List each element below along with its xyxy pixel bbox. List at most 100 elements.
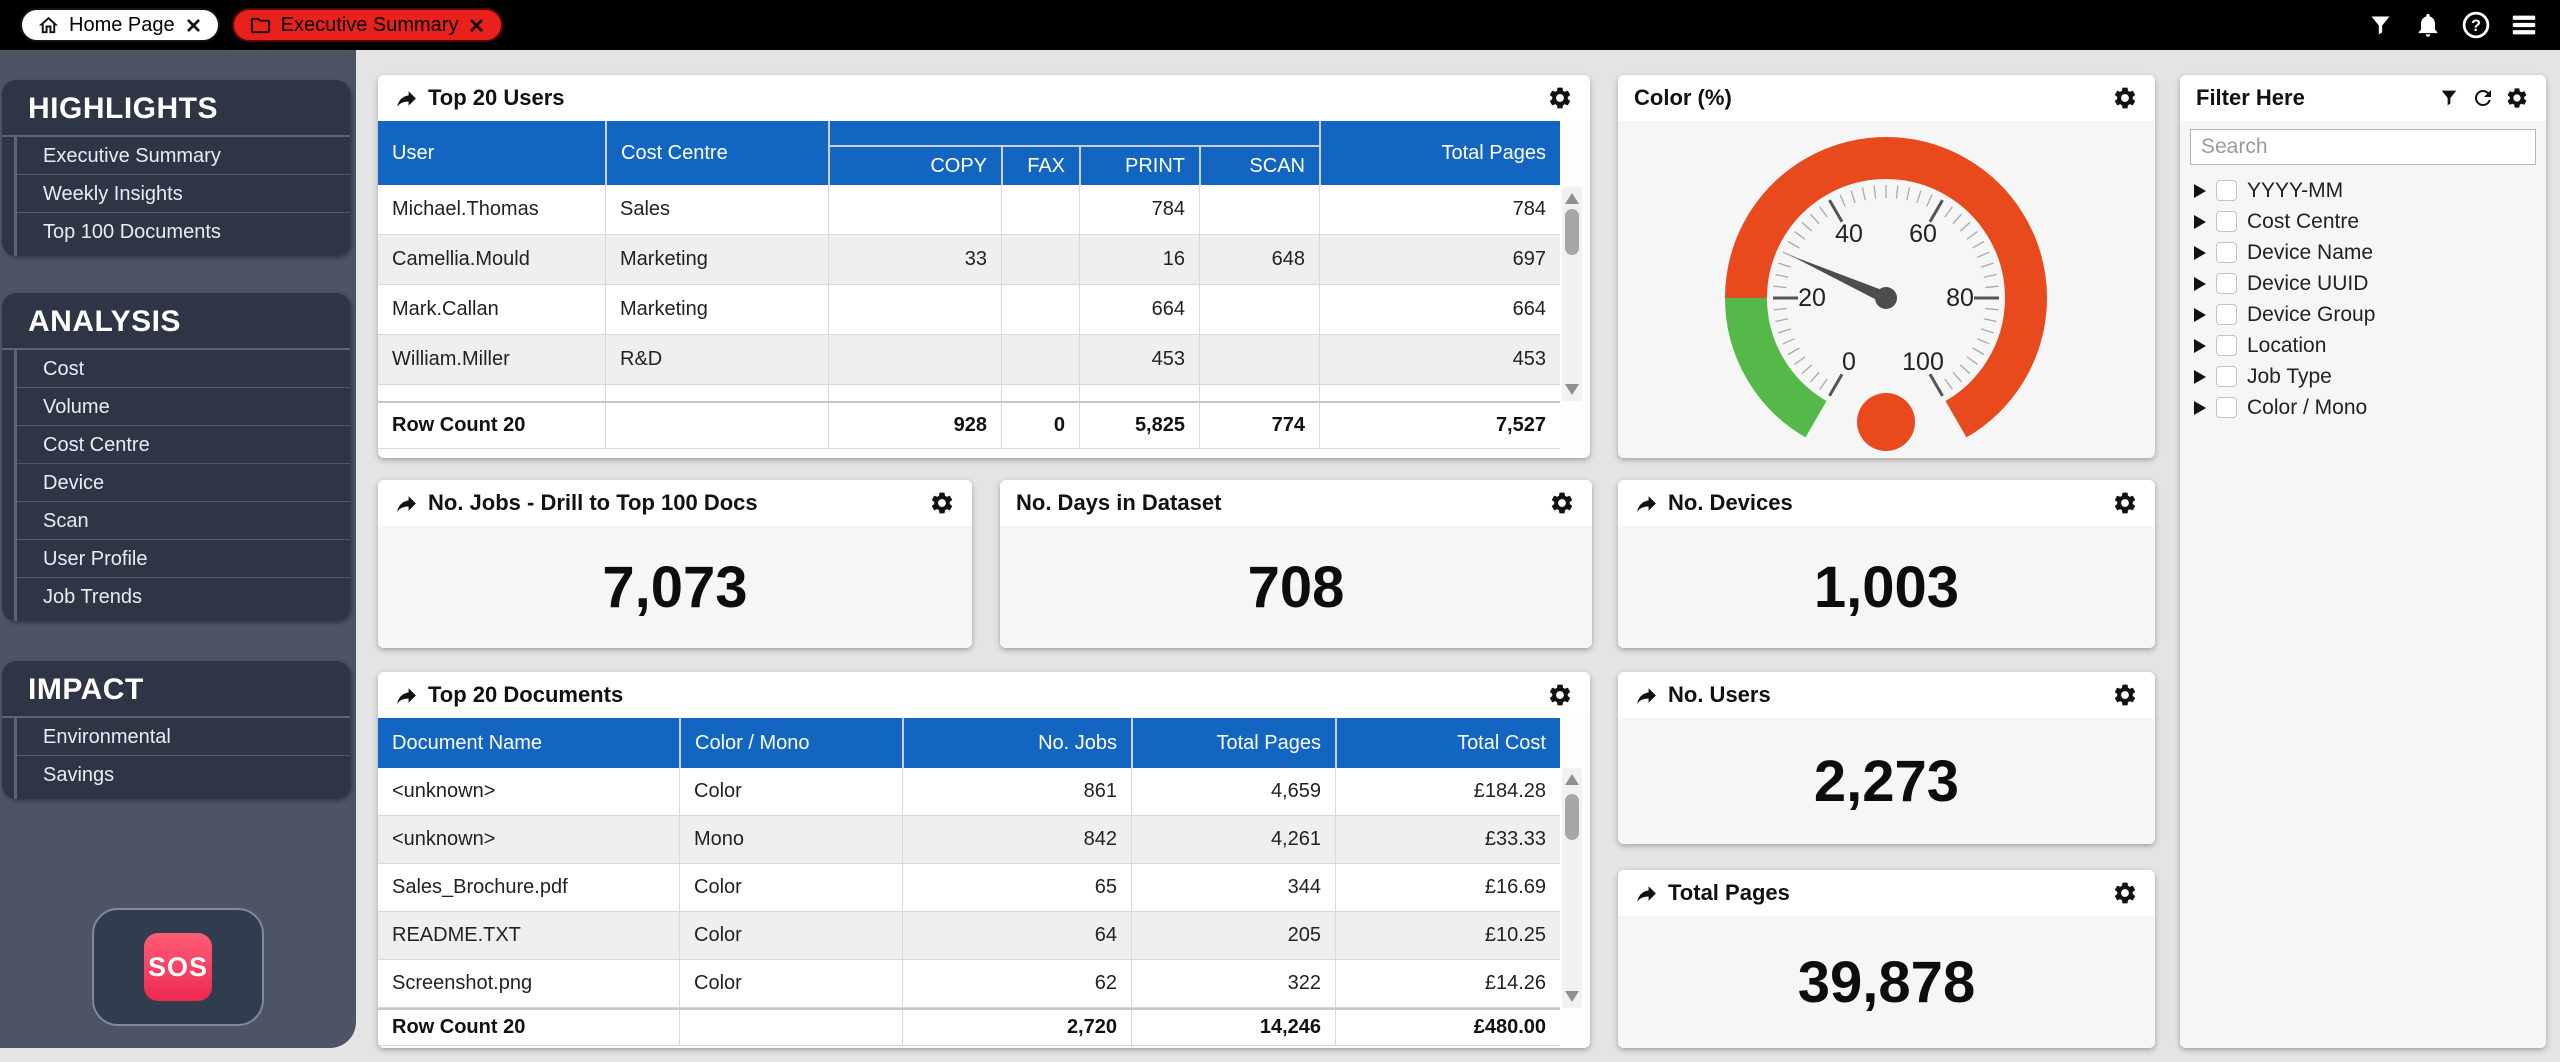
column-group-header <box>828 121 1319 147</box>
tab-home-page[interactable]: Home Page <box>20 8 220 42</box>
close-icon[interactable] <box>184 16 203 35</box>
refresh-icon[interactable] <box>2470 85 2496 111</box>
column-header-fax[interactable]: FAX <box>1001 147 1079 185</box>
gear-icon[interactable] <box>1546 681 1574 709</box>
filter-label[interactable]: Device Name <box>2247 240 2374 264</box>
cell-cost-centre: Marketing <box>605 285 828 334</box>
panel-title[interactable]: Top 20 Documents <box>428 682 624 707</box>
drill-arrow-icon <box>394 683 419 708</box>
close-icon[interactable] <box>467 16 486 35</box>
panel-title[interactable]: Top 20 Users <box>428 85 565 110</box>
filter-tree: YYYY-MM Cost Centre Device Name Device U… <box>2190 175 2536 423</box>
footer-fax-total: 0 <box>1001 403 1079 448</box>
tab-label: Executive Summary <box>280 13 459 36</box>
gear-icon[interactable] <box>2111 489 2139 517</box>
column-header-total-cost[interactable]: Total Cost <box>1335 718 1560 768</box>
sos-button[interactable]: SOS <box>92 908 264 1026</box>
column-header-cost-centre[interactable]: Cost Centre <box>605 121 828 185</box>
expand-caret-icon[interactable] <box>2194 276 2206 291</box>
expand-caret-icon[interactable] <box>2194 183 2206 198</box>
panel-title[interactable]: Total Pages <box>1668 880 1790 905</box>
column-header-color-mono[interactable]: Color / Mono <box>679 718 902 768</box>
search-input[interactable] <box>2190 129 2536 165</box>
column-header-no-jobs[interactable]: No. Jobs <box>902 718 1131 768</box>
sidebar-item-top-100-documents[interactable]: Top 100 Documents <box>43 221 221 243</box>
sidebar-item-device[interactable]: Device <box>17 464 350 502</box>
checkbox[interactable] <box>2216 335 2237 356</box>
column-header-document-name[interactable]: Document Name <box>392 731 543 754</box>
sidebar-item-executive-summary[interactable]: Executive Summary <box>17 137 350 175</box>
gear-icon[interactable] <box>1548 489 1576 517</box>
sidebar-item-environmental[interactable]: Environmental <box>17 718 350 756</box>
row-count-label: Row Count 20 <box>392 1016 526 1038</box>
cell-color-mono: Color <box>679 768 902 815</box>
filter-icon[interactable] <box>2364 9 2396 41</box>
column-header-user[interactable]: User <box>392 141 435 164</box>
hamburger-menu-icon[interactable] <box>2508 9 2540 41</box>
sidebar-item-scan[interactable]: Scan <box>17 502 350 540</box>
scroll-down-arrow[interactable] <box>1565 384 1579 395</box>
expand-caret-icon[interactable] <box>2194 214 2206 229</box>
gear-icon[interactable] <box>2111 681 2139 709</box>
scrollbar-thumb[interactable] <box>1565 794 1579 840</box>
sidebar-item-cost[interactable]: Cost <box>17 350 350 388</box>
bell-icon[interactable] <box>2412 9 2444 41</box>
gear-icon[interactable] <box>2111 84 2139 112</box>
kpi-value: 708 <box>1247 554 1345 620</box>
sidebar-item-user-profile[interactable]: User Profile <box>17 540 350 578</box>
column-header-copy[interactable]: COPY <box>828 147 1001 185</box>
panel-title[interactable]: No. Users <box>1668 682 1771 707</box>
scrollbar-thumb[interactable] <box>1565 209 1579 255</box>
kpi-no-users-panel: No. Users 2,273 <box>1618 672 2155 844</box>
expand-caret-icon[interactable] <box>2194 307 2206 322</box>
gear-icon[interactable] <box>928 489 956 517</box>
column-header-print[interactable]: PRINT <box>1079 147 1199 185</box>
table-row: <unknown> Color 861 4,659 £184.28 <box>378 768 1560 816</box>
documents-table-header: Document Name Color / Mono No. Jobs Tota… <box>378 718 1560 768</box>
help-icon[interactable]: ? <box>2460 9 2492 41</box>
checkbox[interactable] <box>2216 304 2237 325</box>
expand-caret-icon[interactable] <box>2194 400 2206 415</box>
sidebar-item-cost-centre[interactable]: Cost Centre <box>17 426 350 464</box>
filter-label[interactable]: Job Type <box>2247 364 2332 388</box>
cell-total-pages: 453 <box>1319 335 1560 384</box>
checkbox[interactable] <box>2216 180 2237 201</box>
scroll-up-arrow[interactable] <box>1565 193 1579 204</box>
filter-label[interactable]: Cost Centre <box>2247 209 2360 233</box>
expand-caret-icon[interactable] <box>2194 369 2206 384</box>
sidebar-item-savings[interactable]: Savings <box>43 764 115 786</box>
column-header-total-pages[interactable]: Total Pages <box>1319 121 1560 185</box>
cell-color-mono: Color <box>679 864 902 911</box>
sidebar-item-weekly-insights[interactable]: Weekly Insights <box>17 175 350 213</box>
cell-total-cost: £14.26 <box>1335 960 1560 1007</box>
checkbox[interactable] <box>2216 397 2237 418</box>
filter-label[interactable]: Device Group <box>2247 302 2376 326</box>
table-scrollbar[interactable] <box>1562 768 1582 1008</box>
gear-icon[interactable] <box>1546 84 1574 112</box>
expand-caret-icon[interactable] <box>2194 338 2206 353</box>
scroll-up-arrow[interactable] <box>1565 774 1579 785</box>
panel-title[interactable]: No. Jobs - Drill to Top 100 Docs <box>428 490 758 515</box>
sidebar-item-volume[interactable]: Volume <box>17 388 350 426</box>
expand-caret-icon[interactable] <box>2194 245 2206 260</box>
panel-title[interactable]: No. Devices <box>1668 490 1793 515</box>
checkbox[interactable] <box>2216 366 2237 387</box>
scroll-down-arrow[interactable] <box>1565 991 1579 1002</box>
gear-icon[interactable] <box>2111 879 2139 907</box>
checkbox[interactable] <box>2216 242 2237 263</box>
table-scrollbar[interactable] <box>1562 187 1582 401</box>
gear-icon[interactable] <box>2504 85 2530 111</box>
checkbox[interactable] <box>2216 211 2237 232</box>
column-header-scan[interactable]: SCAN <box>1199 147 1319 185</box>
filter-label[interactable]: Location <box>2247 333 2327 357</box>
filter-icon[interactable] <box>2436 85 2462 111</box>
checkbox[interactable] <box>2216 273 2237 294</box>
filter-label[interactable]: YYYY-MM <box>2247 178 2344 202</box>
panel-header: No. Days in Dataset <box>1000 480 1592 526</box>
filter-label[interactable]: Device UUID <box>2247 271 2369 295</box>
column-header-total-pages[interactable]: Total Pages <box>1131 718 1335 768</box>
sidebar-item-job-trends[interactable]: Job Trends <box>43 586 142 608</box>
tab-executive-summary[interactable]: Executive Summary <box>231 8 504 42</box>
drill-arrow-icon <box>1634 683 1659 708</box>
filter-label[interactable]: Color / Mono <box>2247 395 2368 419</box>
